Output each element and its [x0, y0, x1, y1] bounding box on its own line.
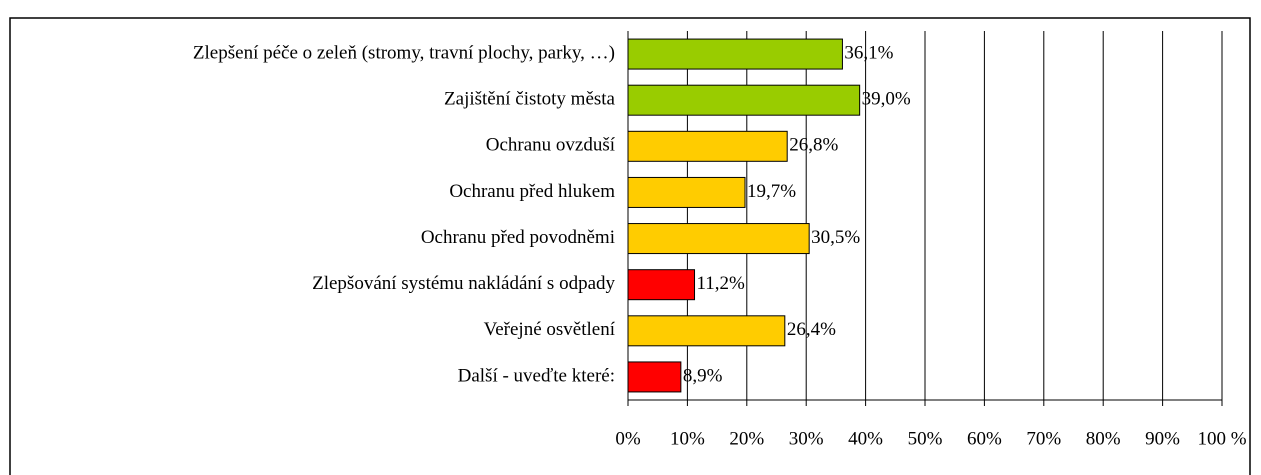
- category-label: Ochranu před povodněmi: [421, 227, 615, 248]
- x-tick-label: 10%: [670, 428, 705, 449]
- value-label: 8,9%: [683, 365, 723, 386]
- category-label: Zlepšení péče o zeleň (stromy, travní pl…: [193, 42, 615, 63]
- bar: [627, 38, 843, 70]
- value-label: 36,1%: [844, 42, 893, 63]
- bar: [627, 223, 810, 255]
- value-label: 11,2%: [697, 273, 746, 294]
- bar: [627, 361, 682, 393]
- value-label: 39,0%: [862, 89, 911, 110]
- x-tick-label: 60%: [967, 428, 1002, 449]
- category-label: Ochranu ovzduší: [486, 135, 616, 156]
- value-label: 19,7%: [747, 181, 796, 202]
- bar: [627, 176, 746, 208]
- x-tick-label: 20%: [729, 428, 764, 449]
- value-label: 26,8%: [789, 135, 838, 156]
- bar: [627, 269, 696, 301]
- x-tick-label: 70%: [1026, 428, 1061, 449]
- category-label: Zajištění čistoty města: [444, 89, 616, 110]
- x-tick-label: 0%: [615, 428, 641, 449]
- bar: [627, 84, 861, 116]
- x-tick-label: 30%: [789, 428, 824, 449]
- category-label: Další - uveďte které:: [458, 365, 615, 386]
- category-label: Veřejné osvětlení: [484, 319, 616, 340]
- bar: [627, 130, 788, 162]
- x-tick-label: 40%: [848, 428, 883, 449]
- x-tick-label: 80%: [1086, 428, 1121, 449]
- x-tick-label: 100 %: [1197, 428, 1246, 449]
- value-label: 26,4%: [787, 319, 836, 340]
- category-label: Ochranu před hlukem: [449, 181, 615, 202]
- category-label: Zlepšování systému nakládání s odpady: [312, 273, 615, 294]
- x-tick-label: 90%: [1145, 428, 1180, 449]
- bar: [627, 315, 786, 347]
- x-tick-label: 50%: [908, 428, 943, 449]
- value-label: 30,5%: [811, 227, 860, 248]
